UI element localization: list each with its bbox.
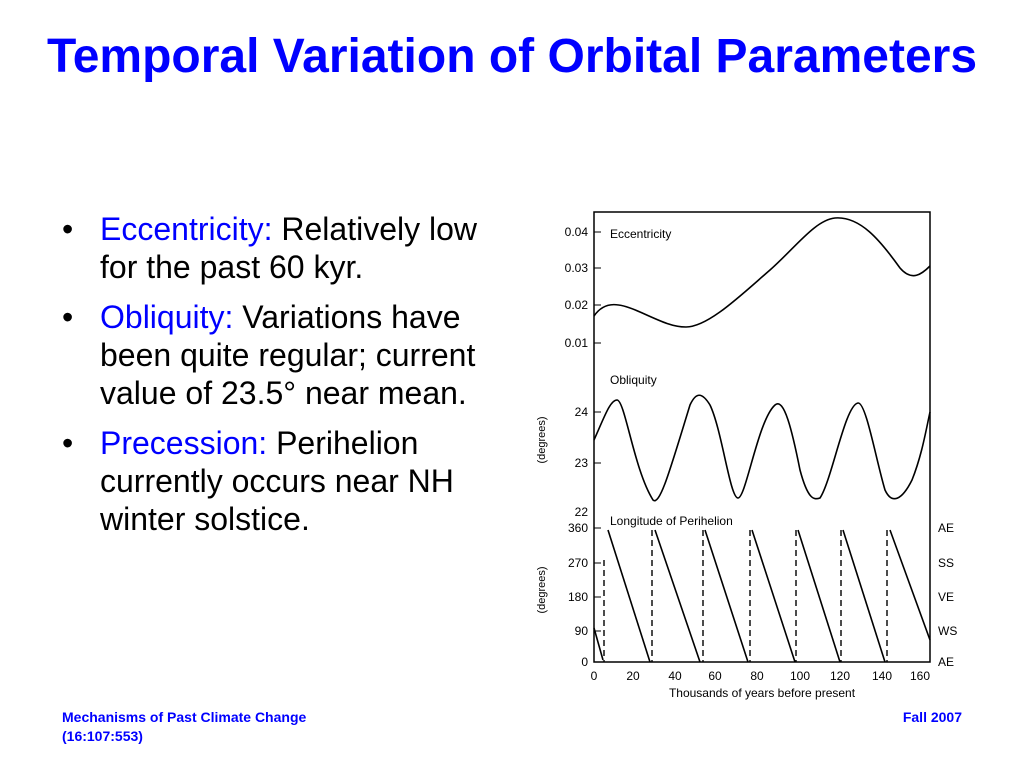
bullet-obliquity: • Obliquity: Variations have been quite r… xyxy=(62,298,512,412)
perihelion-curve xyxy=(593,529,931,663)
perihelion-dashed-lines xyxy=(603,530,888,662)
footer-term: Fall 2007 xyxy=(902,709,962,725)
footer-course-code: (16:107:553) xyxy=(62,728,143,744)
obliquity-ylabel: (degrees) xyxy=(536,416,548,463)
x-axis-label: Thousands of years before present xyxy=(669,686,856,700)
y-tick-label: 0 xyxy=(581,655,588,669)
x-tick-label: 60 xyxy=(708,669,722,683)
y-tick-label: 22 xyxy=(575,505,589,519)
eccentricity-curve xyxy=(593,217,931,328)
x-tick-label: 140 xyxy=(872,669,892,683)
x-tick-label: 120 xyxy=(830,669,850,683)
obliquity-curve xyxy=(593,394,931,502)
perihelion-segment xyxy=(889,529,931,641)
bullet-dot: • xyxy=(62,211,74,247)
bullet-list: • Eccentricity: Relatively low for the pa… xyxy=(62,210,512,550)
eccentricity-y-ticks: 0.04 0.03 0.02 0.01 xyxy=(565,225,601,350)
perihelion-segment xyxy=(593,627,604,661)
x-tick-label: 20 xyxy=(626,669,640,683)
perihelion-segment xyxy=(704,529,749,663)
y-tick-label: 90 xyxy=(575,624,589,638)
bullet-text: Perihelion currently occurs near NH wint… xyxy=(100,425,454,537)
bullet-precession: • Precession: Perihelion currently occurs… xyxy=(62,424,512,538)
x-tick-label: 80 xyxy=(750,669,764,683)
perihelion-segment xyxy=(751,529,796,663)
perihelion-segment xyxy=(607,529,651,663)
season-labels: AE SS VE WS AE xyxy=(938,521,957,669)
y-tick-label: 360 xyxy=(568,521,588,535)
y-tick-label: 24 xyxy=(575,405,589,419)
bullet-eccentricity: • Eccentricity: Relatively low for the pa… xyxy=(62,210,512,286)
obliquity-panel-label: Obliquity xyxy=(610,373,657,387)
bullet-term: Obliquity: xyxy=(100,299,234,335)
y-tick-label: 0.02 xyxy=(565,298,589,312)
orbital-parameters-figure: Eccentricity Obliquity Longitude of Peri… xyxy=(520,200,960,710)
season-label: WS xyxy=(938,624,957,638)
x-tick-label: 100 xyxy=(790,669,810,683)
season-label: SS xyxy=(938,556,954,570)
perihelion-panel-label: Longitude of Perihelion xyxy=(610,514,733,528)
y-tick-label: 270 xyxy=(568,556,588,570)
eccentricity-panel-label: Eccentricity xyxy=(610,227,671,241)
footer-course: Mechanisms of Past Climate Change (16:10… xyxy=(62,708,306,746)
bullet-dot: • xyxy=(62,425,74,461)
y-tick-label: 0.03 xyxy=(565,261,589,275)
perihelion-segment xyxy=(842,529,886,663)
y-tick-label: 0.04 xyxy=(565,225,589,239)
slide-title: Temporal Variation of Orbital Parameters xyxy=(46,30,978,83)
bullet-text: Relatively low for the past 60 kyr. xyxy=(100,211,477,285)
perihelion-segment xyxy=(797,529,841,663)
perihelion-ylabel: (degrees) xyxy=(536,566,548,613)
bullet-dot: • xyxy=(62,299,74,335)
season-label: AE xyxy=(938,655,954,669)
obliquity-y-ticks: 24 23 22 (degrees) xyxy=(536,405,601,519)
x-tick-label: 0 xyxy=(591,669,598,683)
plot-frame xyxy=(593,211,931,663)
y-tick-label: 23 xyxy=(575,456,589,470)
x-tick-label: 40 xyxy=(668,669,682,683)
bullet-term: Eccentricity: xyxy=(100,211,273,247)
y-tick-label: 180 xyxy=(568,590,588,604)
footer-course-title: Mechanisms of Past Climate Change xyxy=(62,709,307,725)
orbital-figure-svg: Eccentricity Obliquity Longitude of Peri… xyxy=(536,211,957,700)
x-axis: 0 20 40 60 80 100 120 140 160 Thousands … xyxy=(591,669,931,700)
bullet-term: Precession: xyxy=(100,425,268,461)
y-tick-label: 0.01 xyxy=(565,336,589,350)
season-label: VE xyxy=(938,590,954,604)
bullet-text: Variations have been quite regular; curr… xyxy=(100,299,476,411)
perihelion-y-ticks: 360 270 180 90 0 (degrees) xyxy=(536,521,601,669)
x-tick-label: 160 xyxy=(910,669,930,683)
season-label: AE xyxy=(938,521,954,535)
perihelion-segment xyxy=(654,529,701,663)
